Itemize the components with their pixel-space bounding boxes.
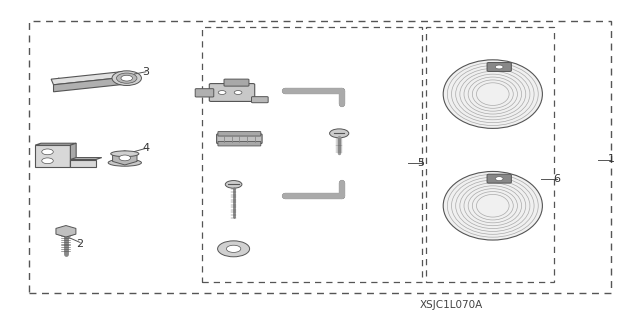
Text: 2: 2 bbox=[76, 239, 84, 249]
Ellipse shape bbox=[330, 129, 349, 138]
Ellipse shape bbox=[443, 172, 543, 240]
Text: 4: 4 bbox=[142, 143, 150, 153]
FancyBboxPatch shape bbox=[252, 97, 268, 103]
Ellipse shape bbox=[57, 232, 75, 235]
FancyBboxPatch shape bbox=[224, 79, 249, 86]
Circle shape bbox=[234, 91, 242, 94]
Text: 6: 6 bbox=[554, 174, 560, 184]
Circle shape bbox=[116, 73, 137, 83]
FancyBboxPatch shape bbox=[487, 63, 511, 71]
Bar bbox=[29, 21, 611, 293]
Circle shape bbox=[495, 177, 503, 181]
Ellipse shape bbox=[111, 151, 139, 157]
Bar bbox=[202, 27, 422, 282]
Bar bbox=[426, 27, 554, 282]
Ellipse shape bbox=[225, 181, 242, 188]
Polygon shape bbox=[51, 71, 125, 85]
Circle shape bbox=[218, 241, 250, 257]
Text: XSJC1L070A: XSJC1L070A bbox=[420, 300, 483, 310]
FancyBboxPatch shape bbox=[209, 84, 255, 101]
Circle shape bbox=[121, 75, 132, 81]
Polygon shape bbox=[35, 143, 76, 145]
Polygon shape bbox=[70, 160, 96, 167]
Circle shape bbox=[112, 71, 141, 85]
Polygon shape bbox=[56, 226, 76, 237]
FancyBboxPatch shape bbox=[218, 132, 261, 136]
Circle shape bbox=[495, 65, 503, 69]
Circle shape bbox=[227, 245, 241, 252]
Text: 1: 1 bbox=[608, 154, 614, 165]
Ellipse shape bbox=[108, 159, 141, 166]
FancyBboxPatch shape bbox=[195, 89, 214, 97]
FancyBboxPatch shape bbox=[487, 174, 511, 183]
FancyBboxPatch shape bbox=[216, 134, 262, 144]
Polygon shape bbox=[70, 143, 76, 167]
Text: 5: 5 bbox=[418, 158, 424, 168]
Circle shape bbox=[42, 158, 53, 164]
Polygon shape bbox=[35, 145, 70, 167]
Circle shape bbox=[119, 155, 131, 161]
Polygon shape bbox=[70, 158, 102, 160]
Text: 3: 3 bbox=[143, 67, 149, 77]
Polygon shape bbox=[123, 71, 125, 84]
Ellipse shape bbox=[443, 60, 543, 129]
Circle shape bbox=[42, 149, 53, 155]
Polygon shape bbox=[113, 151, 137, 165]
Polygon shape bbox=[54, 77, 125, 92]
FancyBboxPatch shape bbox=[218, 142, 261, 146]
Circle shape bbox=[218, 91, 226, 94]
